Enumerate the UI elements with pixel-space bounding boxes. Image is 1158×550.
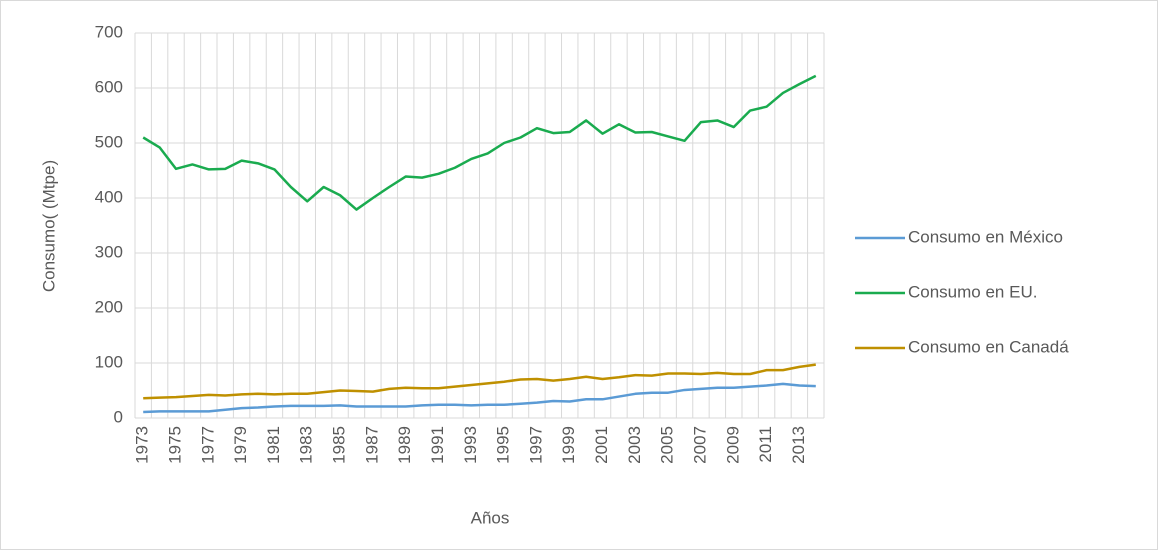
- x-tick-label: 1985: [330, 426, 349, 464]
- legend-label: Consumo en México: [908, 227, 1063, 246]
- x-tick-label: 2001: [592, 426, 611, 464]
- x-tick-label: 1987: [362, 426, 381, 464]
- x-tick-label: 1975: [165, 426, 184, 464]
- legend-label: Consumo en Canadá: [908, 337, 1069, 356]
- y-tick-label: 700: [95, 22, 123, 41]
- x-tick-label: 1973: [133, 426, 152, 464]
- legend-label: Consumo en EU.: [908, 282, 1037, 301]
- line: [143, 363, 816, 400]
- x-tick-label: 1979: [231, 426, 250, 464]
- x-tick-label: 2009: [723, 426, 742, 464]
- x-tick-label: 1981: [264, 426, 283, 464]
- x-tick-label: 1995: [494, 426, 513, 464]
- x-tick-label: 1993: [461, 426, 480, 464]
- y-axis-label: Consumo( (Mtpe): [39, 160, 58, 292]
- x-tick-label: 1989: [395, 426, 414, 464]
- x-tick-label: 1991: [428, 426, 447, 464]
- x-tick-label: 1983: [297, 426, 316, 464]
- x-tick-label: 2005: [658, 426, 677, 464]
- x-tick-label: 2011: [756, 426, 775, 463]
- line: [143, 382, 816, 414]
- y-tick-label: 500: [95, 132, 123, 151]
- y-tick-label: 100: [95, 352, 123, 371]
- y-tick-label: 200: [95, 297, 123, 316]
- line: [142, 74, 817, 211]
- y-tick-label: 0: [114, 407, 123, 426]
- x-tick-label: 2007: [690, 426, 709, 464]
- x-tick-label: 2003: [625, 426, 644, 464]
- y-tick-label: 600: [95, 77, 123, 96]
- x-tick-label: 1999: [559, 426, 578, 464]
- x-axis-label: Años: [471, 508, 510, 527]
- y-tick-label: 300: [95, 242, 123, 261]
- x-tick-label: 1977: [198, 426, 217, 464]
- y-tick-label: 400: [95, 187, 123, 206]
- x-tick-label: 2013: [789, 426, 808, 464]
- x-tick-label: 1997: [526, 426, 545, 464]
